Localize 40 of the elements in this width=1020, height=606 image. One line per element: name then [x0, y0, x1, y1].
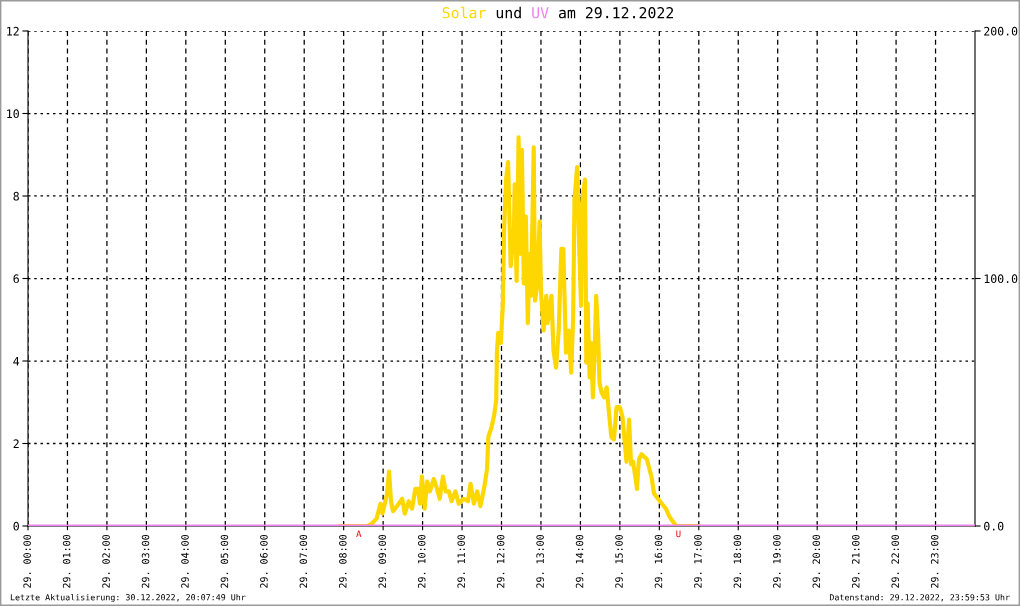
x-tick-label: 29. 04:00 — [181, 534, 189, 588]
chart-title: Solar und UV am 29.12.2022 — [442, 6, 674, 19]
x-tick-label: 29. 18:00 — [733, 534, 742, 588]
x-tick-label: 29. 21:00 — [851, 534, 860, 588]
annotation: U — [676, 530, 681, 538]
y-tick-label: 2 — [13, 439, 19, 448]
x-tick-label: 29. 12:00 — [496, 534, 505, 588]
x-tick-label: 29. 14:00 — [575, 534, 584, 588]
text: Letzte Aktualisierung: 30.12.2022, 20:07:49 Uhr — [10, 593, 246, 603]
x-tick-label: 29. 23:00 — [930, 534, 939, 588]
line-series — [337, 135, 701, 526]
x-tick-label: 29. 03:00 — [141, 534, 150, 588]
y-tick-label: 10 — [7, 109, 19, 119]
annotation: A — [356, 530, 362, 538]
x-tick-label: 29. 11:00 — [457, 534, 465, 588]
x-tick-label: 29. 07:00 — [299, 534, 308, 588]
y-tick-label: 8 — [13, 191, 19, 201]
y-tick-label: 0 — [13, 521, 19, 531]
x-tick-label: 29. 13:00 — [536, 534, 544, 588]
y-tick-label: 4 — [13, 357, 20, 366]
x-tick-label: 29. 22:00 — [891, 534, 900, 588]
x-tick-label: 29. 05:00 — [220, 534, 229, 588]
y2-tick-label: 200.0 — [984, 26, 1018, 36]
x-tick-label: 29. 08:00 — [339, 534, 347, 588]
x-tick-label: 29. 10:00 — [417, 534, 426, 588]
y2-tick-label: 0.0 — [984, 521, 1004, 531]
x-tick-label: 29. 20:00 — [812, 534, 821, 588]
x-tick-label: 29. 06:00 — [260, 534, 268, 588]
y-tick-label: 12 — [7, 26, 19, 36]
x-tick-label: 29. 19:00 — [773, 534, 781, 588]
x-tick-label: 29. 16:00 — [654, 534, 663, 588]
x-tick-label: 29. 00:00 — [23, 534, 31, 588]
x-tick-label: 29. 17:00 — [694, 534, 702, 588]
x-tick-label: 29. 15:00 — [615, 534, 623, 588]
x-tick-label: 29. 02:00 — [102, 534, 110, 588]
text: Datenstand: 29.12.2022, 23:59:53 Uhr — [829, 593, 1010, 602]
y2-tick-label: 100.0 — [984, 274, 1018, 284]
y-tick-label: 6 — [13, 274, 19, 284]
x-tick-label: 29. 09:00 — [378, 534, 387, 588]
x-tick-label: 29. 01:00 — [62, 534, 71, 588]
